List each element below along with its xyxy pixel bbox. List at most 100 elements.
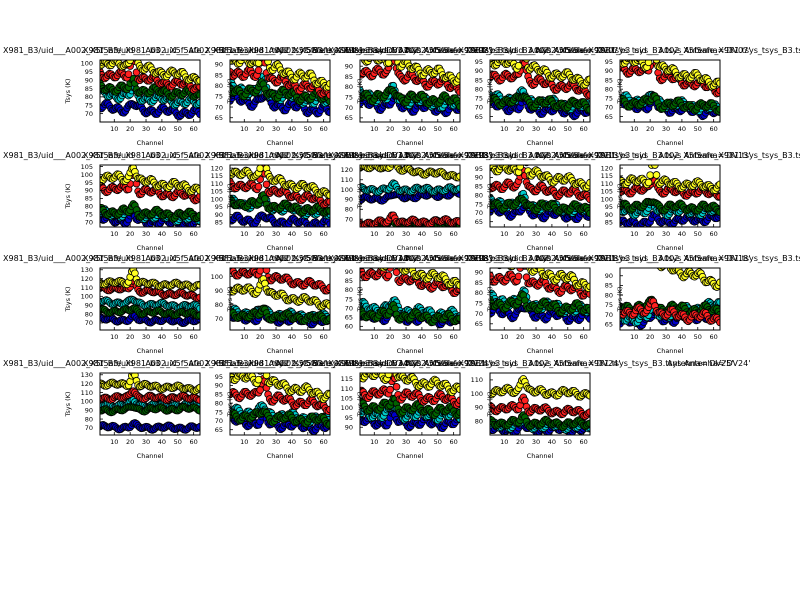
x-tick-label: 10: [630, 230, 638, 238]
data-point: [196, 83, 200, 91]
y-tick-label: 95: [475, 58, 483, 66]
y-tick-label: 80: [345, 206, 353, 214]
data-point: [456, 314, 460, 322]
y-tick-label: 100: [81, 60, 93, 68]
data-series-group: [230, 268, 330, 329]
data-point: [456, 184, 460, 193]
y-tick-label: 90: [605, 67, 613, 75]
x-tick-label: 20: [386, 230, 394, 238]
data-point: [326, 108, 330, 117]
data-point: [326, 314, 330, 323]
x-tick-label: 40: [158, 125, 166, 133]
x-tick-label: 30: [532, 230, 540, 238]
y-tick-label: 60: [345, 323, 353, 331]
panel-title: X981_B3/uid___A002_X5f5afe_X981_b3_uid__…: [83, 151, 490, 160]
data-point: [386, 268, 394, 272]
data-point: [382, 268, 389, 271]
data-point: [388, 247, 395, 254]
data-point: [326, 207, 330, 215]
x-axis-label: Channel: [527, 347, 554, 355]
y-tick-label: 120: [341, 166, 353, 174]
x-axis-label: Channel: [657, 139, 684, 147]
x-tick-label: 50: [174, 333, 182, 341]
data-point: [196, 211, 200, 220]
y-tick-label: 65: [475, 218, 483, 226]
x-tick-label: 40: [418, 125, 426, 133]
panel-title: X981_B3/uid___A002_X5f5afe_X981_b3_uid__…: [473, 151, 800, 160]
data-point: [196, 304, 200, 313]
data-series-group: [360, 31, 460, 118]
data-point: [260, 34, 267, 41]
y-tick-label: 95: [605, 58, 613, 66]
data-point: [456, 218, 460, 226]
x-tick-label: 10: [500, 230, 508, 238]
y-tick-label: 95: [85, 179, 93, 187]
x-tick-label: 40: [158, 333, 166, 341]
y-tick-label: 110: [601, 180, 613, 188]
y-tick-label: 95: [605, 203, 613, 211]
x-axis-label: Channel: [527, 244, 554, 252]
x-tick-label: 10: [500, 333, 508, 341]
panel-title: X981_B3/uid___A002_X5f5afe_X981_b3_uid__…: [213, 359, 620, 368]
y-tick-label: 85: [215, 71, 223, 79]
plot-frame: [489, 164, 591, 228]
x-tick-label: 50: [694, 230, 702, 238]
x-tick-label: 40: [158, 230, 166, 238]
y-tick-label: 110: [341, 176, 353, 184]
y-tick-label: 120: [81, 275, 93, 283]
x-tick-label: 20: [646, 230, 654, 238]
x-tick-label: 50: [174, 125, 182, 133]
y-tick-label: 85: [345, 277, 353, 285]
x-tick-label: 10: [110, 125, 118, 133]
y-tick-label: 90: [215, 211, 223, 219]
data-series-group: [620, 165, 720, 227]
data-point: [326, 91, 330, 100]
data-point: [390, 31, 397, 38]
x-tick-label: 60: [190, 125, 198, 133]
x-axis-label: Channel: [267, 347, 294, 355]
panel-title: X981_B3/uid___A002_X5f5afe_X981_b3_uid__…: [473, 254, 800, 263]
y-tick-label: 70: [475, 104, 483, 112]
y-tick-label: 80: [605, 85, 613, 93]
x-tick-label: 50: [564, 230, 572, 238]
y-tick-label: 105: [81, 163, 93, 171]
x-tick-label: 10: [110, 333, 118, 341]
x-tick-label: 40: [548, 125, 556, 133]
data-point: [326, 79, 330, 88]
data-point: [456, 172, 460, 181]
x-axis-label: Channel: [137, 139, 164, 147]
x-tick-label: 20: [256, 333, 264, 341]
panel-title: X981_B3/uid___A002_X5f5afe_X981_b3_uid__…: [83, 46, 490, 55]
x-tick-label: 10: [240, 230, 248, 238]
x-tick-label: 30: [662, 125, 670, 133]
x-tick-label: 40: [678, 125, 686, 133]
x-axis-label: Channel: [267, 244, 294, 252]
panel-title: X981_B3/uid___A002_X5f5afe_X981_b3_uid__…: [343, 254, 750, 263]
x-tick-label: 60: [190, 333, 198, 341]
x-tick-label: 30: [142, 125, 150, 133]
panel: 10 20 30 40 50 60Channel859095100105110115120…: [601, 164, 721, 252]
x-tick-label: 50: [304, 230, 312, 238]
plot-frame: [489, 59, 591, 123]
y-tick-label: 90: [475, 268, 483, 276]
y-tick-label: 65: [345, 114, 353, 122]
data-point: [124, 70, 133, 78]
panel: 10 20 30 40 50 60Channel708090100110120130Tsy…: [64, 266, 201, 355]
x-tick-label: 60: [320, 230, 328, 238]
x-tick-label: 20: [516, 125, 524, 133]
plot-frame: [99, 59, 201, 123]
x-tick-label: 50: [434, 333, 442, 341]
y-tick-label: 90: [85, 76, 93, 84]
data-point: [456, 72, 460, 80]
data-point: [256, 165, 264, 173]
y-tick-label: 85: [85, 195, 93, 203]
data-point: [366, 60, 373, 62]
data-series-group: [490, 60, 590, 121]
data-point: [196, 91, 200, 99]
row-title: X981_B3/uid___A002_X5f5afe_X981_b3_uid__…: [3, 254, 410, 263]
y-tick-label: 70: [85, 319, 93, 327]
y-axis-label: Tsys (K): [356, 184, 364, 210]
y-tick-label: 75: [475, 200, 483, 208]
